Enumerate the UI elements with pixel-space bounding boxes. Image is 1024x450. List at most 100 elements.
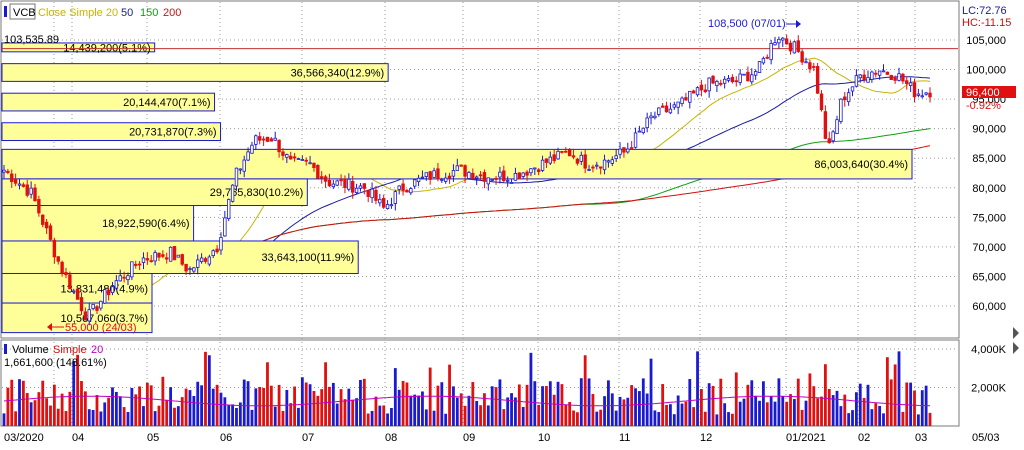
candle-body [536, 169, 541, 172]
time-tick-label: 05 [147, 432, 159, 444]
candle-body [517, 172, 522, 180]
volume-bar [777, 378, 781, 426]
volume-bar [502, 409, 506, 426]
volume-bar [374, 396, 378, 426]
volume-bar [773, 401, 777, 426]
volume-bar [10, 379, 14, 426]
volume-tick-label: 2,000K [971, 383, 1007, 395]
volume-bar [607, 380, 610, 426]
candle-body [362, 183, 367, 189]
candle-body [653, 115, 657, 119]
volume-bar [359, 379, 362, 426]
price-tick-label: 85,000 [972, 153, 1006, 165]
volume-bar [188, 390, 192, 426]
candle-body [800, 51, 804, 63]
volume-bar [355, 398, 358, 426]
volume-bar [331, 382, 335, 426]
volume-bar [207, 355, 211, 426]
candle-body [157, 252, 161, 258]
volume-last: 1,661,600 (148.61%) [4, 357, 107, 369]
candle-body [792, 41, 797, 54]
candle-body [347, 178, 351, 190]
candle-body [874, 72, 878, 75]
volume-bar [37, 392, 41, 426]
symbol-box[interactable] [9, 3, 36, 20]
volume-bar [622, 399, 626, 426]
volume-bar [820, 396, 823, 426]
volume-bar [87, 409, 91, 426]
candle-body [300, 159, 305, 161]
volume-bar [839, 406, 843, 426]
volume-bar [76, 354, 80, 426]
candle-body [486, 177, 491, 185]
candle-body [215, 248, 219, 253]
candle-body [351, 180, 355, 193]
volume-bar [529, 352, 533, 426]
candle-body [199, 257, 204, 263]
volume-bar [905, 382, 909, 426]
candle-body [660, 105, 665, 108]
volume-bar [95, 394, 99, 426]
candle-body [149, 260, 153, 262]
candle-body [2, 169, 6, 173]
candle-body [114, 280, 119, 289]
volume-bar [114, 391, 118, 426]
volume-bar [486, 405, 490, 426]
candle-body [184, 263, 188, 272]
candle-body [649, 115, 653, 119]
volume-bar [638, 391, 641, 426]
volume-bar [405, 382, 409, 426]
candle-body [668, 108, 673, 114]
candle-body [707, 77, 711, 92]
volume-bar [688, 379, 692, 426]
candle-body [587, 169, 591, 171]
candle-body [893, 77, 897, 81]
volume-bar [676, 395, 680, 426]
scroll-right-icon[interactable] [1013, 342, 1019, 354]
volume-bar [692, 407, 696, 426]
candle-body [409, 188, 413, 194]
candle-body [393, 191, 398, 204]
candle-body [261, 138, 266, 141]
volume-bar [436, 385, 440, 426]
candle-body [95, 306, 99, 311]
volume-bar [696, 351, 699, 426]
candle-body [87, 309, 91, 322]
volume-bar [169, 387, 173, 426]
volume-bar [742, 398, 746, 426]
volume-bar [153, 411, 157, 426]
candle-body [172, 246, 177, 261]
volume-bar [184, 388, 188, 426]
volume-bar [111, 387, 114, 426]
candle-body [145, 258, 150, 261]
volume-bar [428, 367, 432, 426]
volume-bar [289, 403, 293, 426]
volume-bar [672, 414, 676, 426]
candle-body [699, 84, 704, 91]
volume-bar [448, 364, 451, 426]
volume-bar [750, 380, 754, 426]
candle-body [684, 97, 688, 101]
volume-profile-bar [1, 122, 222, 141]
candle-body [540, 159, 545, 171]
candle-body [839, 98, 843, 122]
volume-bar [343, 399, 347, 426]
volume-bar [49, 405, 52, 426]
candle-body [316, 164, 320, 179]
volume-bar [657, 412, 661, 426]
volume-bar [816, 398, 820, 426]
candle-body [753, 71, 758, 76]
ref-line-label: 103,535.89 [4, 34, 59, 46]
candle-body [513, 173, 518, 181]
volume-bar [29, 402, 33, 426]
volume-bar [796, 378, 800, 426]
scroll-right-icon[interactable] [1013, 327, 1019, 339]
volume-bar [390, 407, 393, 426]
candle-body [691, 90, 696, 94]
candle-body [901, 73, 905, 82]
volume-bar [649, 358, 653, 426]
candle-body [529, 168, 533, 174]
volume-bar [479, 405, 482, 426]
price-tick-label: 100,000 [966, 65, 1006, 77]
volume-bar [490, 386, 494, 426]
